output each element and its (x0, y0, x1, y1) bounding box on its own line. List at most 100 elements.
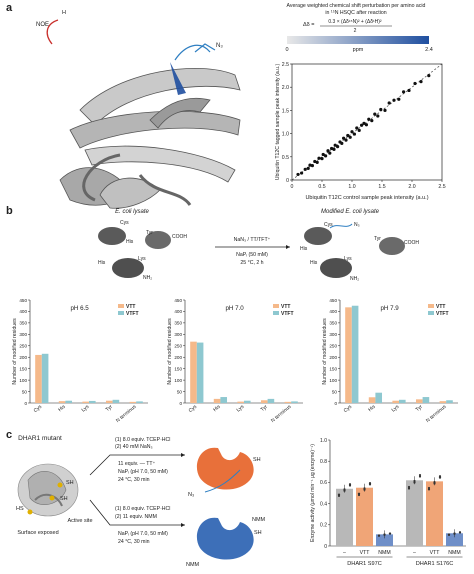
bar-chart-ph79: 0 50 100 150 200 250 300 350 400 450 pH 7.9 VTTVTFT… (322, 298, 458, 424)
bar-y-tick-label: 250 (329, 344, 337, 349)
bar-category-label: His (57, 404, 67, 414)
enzyme-bar (336, 488, 353, 546)
res-cys-left: Cys (120, 220, 129, 226)
bar-y-tick-label: 150 (19, 366, 27, 371)
bar-y-tick-label: 350 (329, 321, 337, 326)
orange-n3-label: N₃ (188, 492, 194, 498)
bar-y-tick-label: 400 (329, 309, 337, 314)
blue-sh-label: SH (254, 530, 262, 536)
bar-category-label: Cys (188, 404, 199, 414)
csp-formula-numerator: 0.3 × (Δδ¹⁵N)² + (Δδ¹H)² (328, 19, 382, 25)
atom-n3-label: N₃ (216, 43, 223, 49)
scatter-point (320, 157, 324, 161)
bar-y-tick-label: 150 (174, 366, 182, 371)
bar-category-label: N terminus (115, 404, 138, 424)
scatter-point (348, 135, 352, 139)
bar (267, 398, 275, 403)
legend-label: VTFT (126, 311, 139, 317)
enzyme-bar (446, 533, 463, 546)
bar-y-tick-label: 350 (19, 321, 27, 326)
orange-sh-label: SH (253, 457, 261, 463)
enzyme-activity-chart: 0 0.2 0.4 0.6 0.8 1.0 Enzyme activity (μmol mi… (310, 438, 466, 567)
scatter-x-axis-label: Ubiquitin T12C control sample peak inten… (305, 195, 428, 201)
bar (82, 401, 89, 403)
scatter-point (352, 132, 356, 136)
bar-category-label: N terminus (270, 404, 293, 424)
bar-y-tick-label: 200 (329, 355, 337, 360)
bar-y-tick-label: 250 (174, 344, 182, 349)
legend-swatch (428, 304, 434, 308)
scatter-point (308, 163, 312, 167)
bar-category-label: Lys (81, 404, 91, 414)
res-cys-right: Cys (324, 222, 333, 228)
scatter-point (310, 164, 314, 168)
bar-y-tick-label: 250 (19, 344, 27, 349)
surface-exposed-label: Surface exposed (17, 530, 58, 536)
bar (260, 400, 268, 403)
bar-chart-ph70: 0 50 100 150 200 250 300 350 400 450 pH 7.0 VTTVTFT… (167, 298, 303, 424)
bar-category-label: Cys (343, 404, 354, 414)
bar (129, 401, 137, 403)
scatter-plot: Ubiquitin T12C control sample peak inten… (275, 62, 446, 201)
enzyme-datapoint (458, 531, 462, 534)
lysate-right-label: Modified E. coli lysate (321, 209, 380, 215)
bar (284, 401, 292, 403)
bar (351, 305, 359, 403)
enzyme-datapoint (407, 485, 411, 489)
csp-title-line2: in ¹⁵N HSQC after reaction (325, 10, 386, 16)
bar-y-tick-label: 150 (329, 366, 337, 371)
enzyme-y-tick-label: 0.2 (320, 523, 327, 529)
bar (220, 397, 228, 403)
bar-y-tick-label: 100 (174, 378, 182, 383)
scatter-x-tick-label: 1.5 (378, 184, 385, 190)
bar-category-label: Tyr (105, 404, 114, 413)
scatter-point (330, 146, 334, 151)
scatter-point (392, 98, 396, 102)
enzyme-datapoint (413, 479, 416, 483)
bar (446, 400, 453, 403)
bar (392, 400, 399, 403)
scatter-y-tick-label: 0.5 (282, 155, 289, 161)
scatter-point (383, 108, 387, 112)
scatter-y-tick-label: 1.0 (282, 132, 289, 138)
scatter-y-axis-label: Ubiquitin T12C tagged sample peak intens… (275, 64, 281, 181)
scatter-y-tick-label: 0 (286, 178, 289, 184)
scatter-x-tick-label: 1.0 (348, 184, 355, 190)
legend-swatch (118, 311, 124, 315)
bar (58, 401, 66, 403)
scatter-point (407, 88, 411, 93)
enzyme-bar (426, 481, 443, 546)
enzyme-datapoint (388, 532, 392, 535)
res-nh2-left: NH₂ (143, 275, 152, 281)
legend-swatch (273, 311, 279, 315)
top-step-5: 24 °C, 30 min (118, 477, 150, 483)
enzyme-category-label: – (343, 550, 346, 556)
res-lys-left: Lys (138, 256, 146, 262)
bar (368, 397, 376, 403)
ubiquitin-ribbon-illustration (59, 43, 241, 209)
csp-formula-denominator: 2 (354, 28, 357, 34)
res-tyr-right: Tyr (374, 236, 381, 242)
scatter-point (346, 133, 350, 138)
bar-y-tick-label: 300 (329, 332, 337, 337)
bar (244, 400, 251, 403)
scatter-point (332, 147, 336, 151)
csp-title-line1: Average weighted chemical shift perturba… (287, 3, 426, 9)
top-step-3: 11 equiv. — TT⁺ (118, 461, 156, 467)
bar-y-tick-label: 100 (329, 378, 337, 383)
legend-label: VTT (281, 304, 290, 310)
conditions-line1: NaPᵢ (50 mM) (236, 252, 268, 258)
bar-y-tick-label: 100 (19, 378, 27, 383)
enzyme-bar (356, 487, 373, 546)
bar (213, 398, 221, 403)
bottom-step-2: (2) 11 equiv. NMM (115, 514, 157, 520)
enzyme-datapoint (363, 487, 366, 490)
bottom-step-1: (1) 8.0 equiv. TCEP·HCl (115, 506, 170, 512)
colorbar-max-label: 2.4 (425, 47, 433, 53)
bottom-step-4: 24 °C, 30 min (118, 539, 150, 545)
bar (291, 401, 298, 403)
bar-y-tick-label: 0 (179, 401, 182, 406)
bar-category-label: Cys (33, 404, 44, 414)
bar-y-tick-label: 400 (19, 309, 27, 314)
